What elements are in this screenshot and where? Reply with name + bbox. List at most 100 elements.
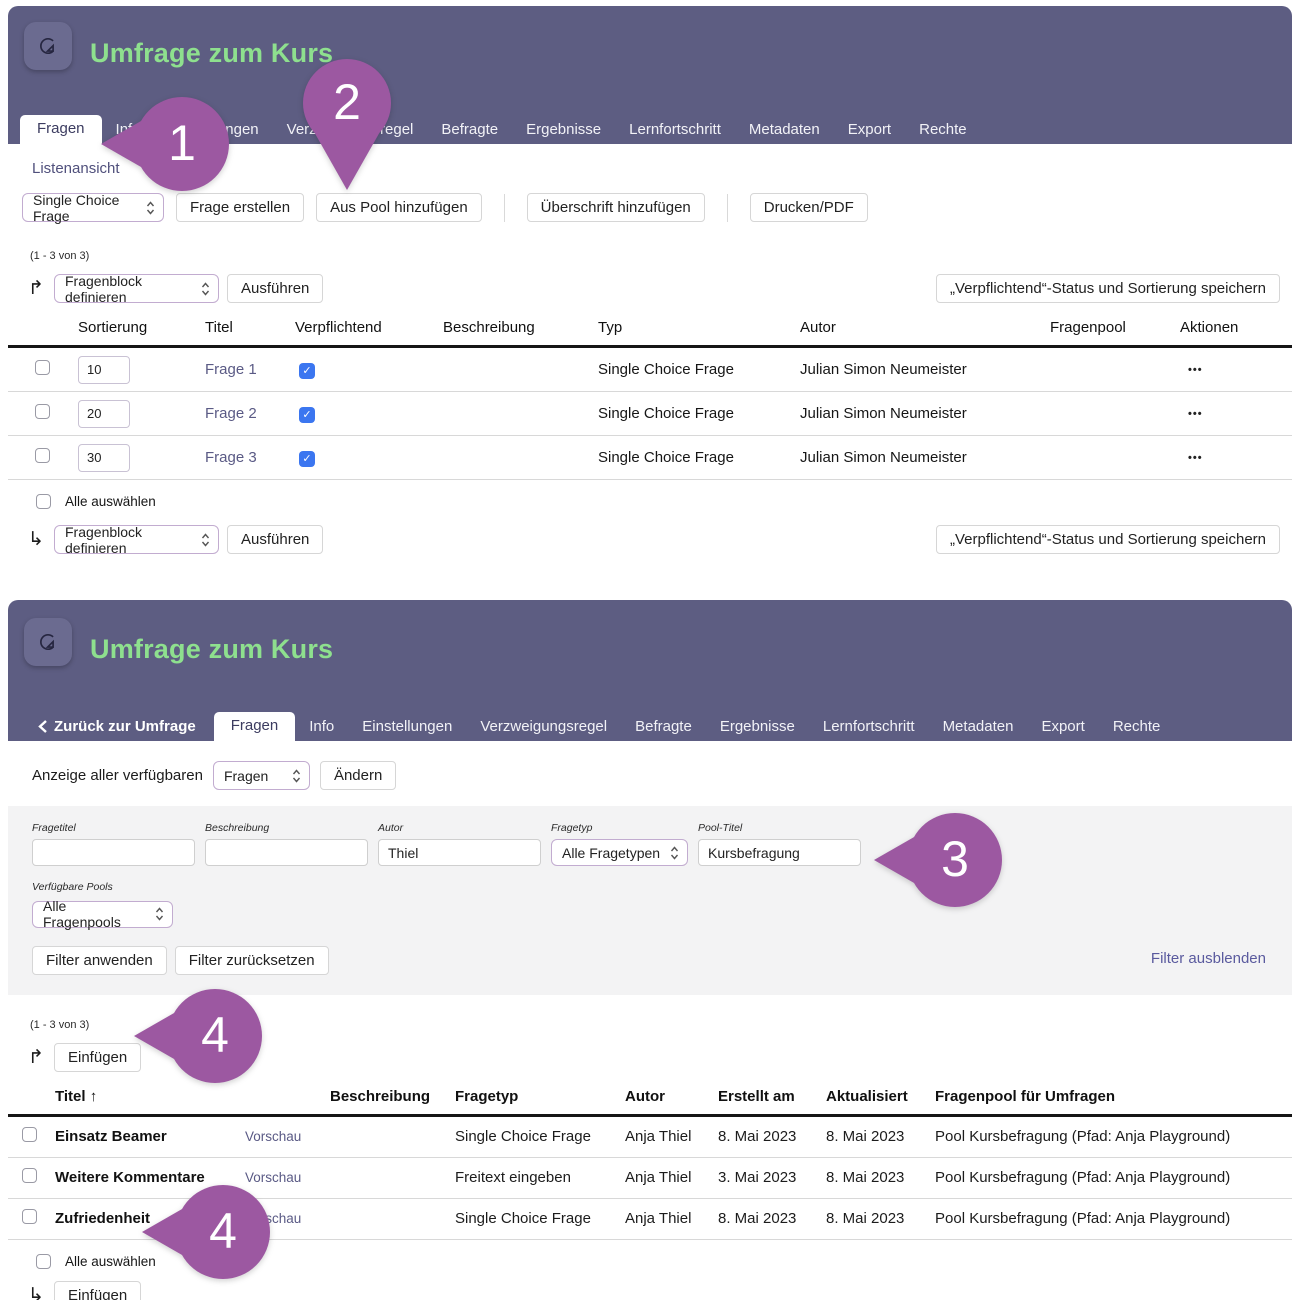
preview-link[interactable]: Vorschau [245,1129,302,1144]
select-stepper-icon [201,281,210,296]
pin-left-icon [134,989,262,1083]
app-logo[interactable] [24,618,72,666]
reset-filter-button[interactable]: Filter zurücksetzen [174,945,329,975]
select-all-row: Alle auswählen [8,480,1292,511]
pool-path: Pool Kursbefragung (Pfad: Anja Playgroun… [935,1169,1231,1186]
change-button[interactable]: Ändern [319,761,397,790]
insert-above-arrow-icon: ↱ [28,1046,44,1068]
tab-einstellungen[interactable]: Einstellungen [362,718,453,735]
save-status-sort-button-top[interactable]: „Verpflichtend“-Status und Sortierung sp… [935,274,1280,303]
tab-fragen[interactable]: Fragen [20,115,102,144]
row-checkbox[interactable] [22,1209,37,1224]
select-all-checkbox[interactable] [36,494,51,509]
tab-lernfortschritt[interactable]: Lernfortschritt [629,121,721,138]
table-row: Frage 2 ✓ Single Choice Frage Julian Sim… [8,392,1292,436]
pool-path: Pool Kursbefragung (Pfad: Anja Playgroun… [935,1210,1231,1227]
back-to-survey-link[interactable]: Zurück zur Umfrage [20,713,214,741]
row-actions-menu[interactable]: ••• [1188,407,1203,420]
print-pdf-button[interactable]: Drucken/PDF [749,193,868,222]
annotation-marker-4b: 4 [139,1184,271,1280]
filter-field-pool-titel: Pool-Titel [698,822,861,866]
mandatory-checkbox[interactable]: ✓ [299,362,315,379]
annotation-marker-3: 3 [871,812,1003,908]
subtab-listenansicht[interactable]: Listenansicht [32,160,120,177]
tab-ergebnisse[interactable]: Ergebnisse [526,121,602,138]
apply-filter-button[interactable]: Filter anwenden [32,945,167,975]
save-status-sort-button-bottom[interactable]: „Verpflichtend“-Status und Sortierung sp… [935,525,1280,554]
sort-input[interactable] [78,355,130,384]
row-checkbox[interactable] [35,359,50,375]
question-author: Anja Thiel [625,1128,692,1145]
question-link[interactable]: Frage 2 [205,404,257,422]
create-question-button[interactable]: Frage erstellen [176,193,305,222]
tab-metadaten[interactable]: Metadaten [748,121,820,138]
autor-input[interactable] [378,839,541,866]
col-typ: Typ [598,319,623,336]
question-type: Single Choice Frage [598,449,734,466]
question-block-select-bottom[interactable]: Fragenblock definieren [54,524,219,556]
question-block-select-top[interactable]: Fragenblock definieren [54,273,219,305]
insert-button-top[interactable]: Einfügen [54,1042,142,1072]
row-checkbox[interactable] [35,403,50,419]
add-heading-button[interactable]: Überschrift hinzufügen [526,193,705,222]
col-titel: Titel [205,319,233,336]
apply-above-arrow-icon: ↱ [28,278,44,299]
fragetyp-select[interactable]: Alle Fragetypen [551,839,688,866]
tab-fragen[interactable]: Fragen [213,712,296,741]
sort-asc-icon: ↑ [89,1087,98,1105]
execute-button-top[interactable]: Ausführen [227,274,324,303]
tab-export[interactable]: Export [847,121,892,138]
col-fragetyp: Fragetyp [455,1087,519,1105]
row-actions-menu[interactable]: ••• [1188,451,1203,464]
execute-button-bottom[interactable]: Ausführen [227,525,324,554]
filter-panel: Fragetitel Beschreibung Autor Fragetyp A… [8,806,1292,995]
question-type-select[interactable]: Single Choice Frage [22,192,164,224]
pool-browse-view: Umfrage zum Kurs Zurück zur Umfrage Frag… [8,600,1292,1300]
app-logo[interactable] [24,22,72,70]
pool-titel-input[interactable] [698,839,861,866]
tab-rechte[interactable]: Rechte [1112,718,1161,735]
beschreibung-input[interactable] [205,839,368,866]
add-from-pool-button[interactable]: Aus Pool hinzufügen [316,193,482,222]
col-aktionen: Aktionen [1180,319,1239,336]
preview-link[interactable]: Vorschau [245,1170,302,1185]
mandatory-checkbox[interactable]: ✓ [299,450,315,467]
question-author: Julian Simon Neumeister [800,405,967,422]
sort-input[interactable] [78,443,130,472]
col-titel[interactable]: Titel ↑ [55,1087,98,1105]
mandatory-checkbox[interactable]: ✓ [299,406,315,423]
tab-rechte[interactable]: Rechte [919,121,967,138]
tab-befragte[interactable]: Befragte [635,718,692,735]
display-mode-label: Anzeige aller verfügbaren [32,767,203,784]
tab-metadaten[interactable]: Metadaten [942,718,1014,735]
row-checkbox[interactable] [22,1127,37,1142]
question-type: Freitext eingeben [455,1169,571,1186]
tab-befragte[interactable]: Befragte [441,121,499,138]
app-header: Umfrage zum Kurs [8,6,1292,115]
tab-verzweigungsregel[interactable]: Verzweigungsregel [480,718,608,735]
tab-lernfortschritt[interactable]: Lernfortschritt [822,718,915,735]
row-checkbox[interactable] [35,447,50,463]
select-all-checkbox[interactable] [36,1253,51,1269]
toolbar-divider [726,193,728,222]
pools-select[interactable]: Alle Fragenpools [32,898,173,930]
pin-left-icon [142,1185,270,1279]
annotation-marker-4a: 4 [131,988,263,1084]
insert-button-bottom[interactable]: Einfügen [54,1280,142,1300]
question-link[interactable]: Frage 1 [205,360,257,378]
sort-input[interactable] [78,399,130,428]
filter-label: Pool-Titel [698,822,743,834]
tab-info[interactable]: Info [309,718,335,735]
fragetitel-input[interactable] [32,839,195,866]
marker-number: 3 [941,830,969,887]
tab-export[interactable]: Export [1041,718,1085,735]
bulk-actions-bottom: ↳ Fragenblock definieren Ausführen „Verp… [8,511,1292,556]
question-link[interactable]: Frage 3 [205,448,257,466]
hide-filter-link[interactable]: Filter ausblenden [1150,949,1266,967]
col-autor: Autor [625,1087,665,1105]
display-mode-select[interactable]: Fragen [212,761,310,790]
row-checkbox[interactable] [22,1168,37,1183]
row-actions-menu[interactable]: ••• [1188,363,1203,376]
tab-ergebnisse[interactable]: Ergebnisse [719,718,795,735]
question-toolbar: Single Choice Frage Frage erstellen Aus … [8,177,1292,224]
